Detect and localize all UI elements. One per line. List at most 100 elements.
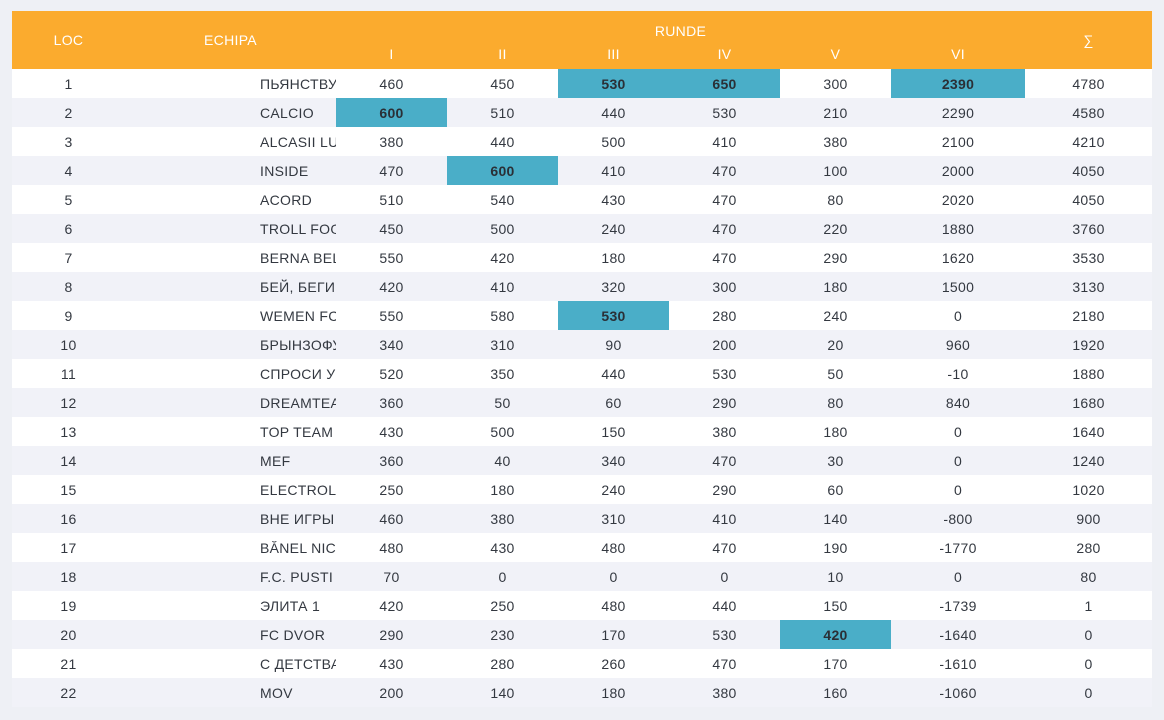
round-score-cell: 520 (336, 359, 447, 388)
total-score-cell: 0 (1025, 678, 1152, 707)
round-score-cell: 470 (669, 446, 780, 475)
round-score-cell: 470 (669, 214, 780, 243)
round-score-cell: 100 (780, 156, 891, 185)
header-rounds-group: RUNDE (336, 11, 1025, 39)
round-score-cell: 0 (891, 562, 1025, 591)
round-score-cell: 530 (669, 98, 780, 127)
round-score-cell: 140 (447, 678, 558, 707)
round-score-cell: 1500 (891, 272, 1025, 301)
team-name-cell: ACORD (125, 185, 336, 214)
header-round-3[interactable]: III (558, 39, 669, 69)
round-score-cell: 470 (669, 185, 780, 214)
table-row[interactable]: 2 CALCIO 600 510 440 530 210 2290 4580 (12, 98, 1152, 127)
table-row[interactable]: 19 ЭЛИТА 1 420 250 480 440 150 -1739 1 (12, 591, 1152, 620)
round-score-cell: 170 (780, 649, 891, 678)
team-name-cell: БЕЙ, БЕГИ (125, 272, 336, 301)
table-row[interactable]: 21С ДЕТСТВА ЗА ТОТТ...430280260470170-16… (12, 649, 1152, 678)
round-score-cell: 290 (669, 388, 780, 417)
table-row[interactable]: 5 ACORD 510 540 430 470 80 2020 4050 (12, 185, 1152, 214)
total-score-cell: 1920 (1025, 330, 1152, 359)
team-name-cell: ПЬЯНСТВУ BOYZ (125, 69, 336, 98)
header-team[interactable]: ECHIPA (125, 11, 336, 69)
round-score-cell: 290 (336, 620, 447, 649)
round-best-score-cell: 600 (336, 98, 447, 127)
table-row[interactable]: 12DREAMTEAM3605060290808401680 (12, 388, 1152, 417)
header-round-2[interactable]: II (447, 39, 558, 69)
round-score-cell: 150 (780, 591, 891, 620)
round-score-cell: 430 (336, 649, 447, 678)
table-row[interactable]: 20 FC DVOR 290 230 170 530 420 -1640 0 (12, 620, 1152, 649)
round-score-cell: 180 (558, 678, 669, 707)
round-score-cell: 0 (891, 417, 1025, 446)
rank-cell: 14 (12, 446, 125, 475)
round-score-cell: 470 (669, 156, 780, 185)
header-sum[interactable]: ∑ (1025, 11, 1152, 69)
round-score-cell: 960 (891, 330, 1025, 359)
table-row[interactable]: 14 MEF 360 40 340 470 30 0 1240 (12, 446, 1152, 475)
round-score-cell: 50 (780, 359, 891, 388)
total-score-cell: 4580 (1025, 98, 1152, 127)
rank-cell: 19 (12, 591, 125, 620)
round-score-cell: 60 (558, 388, 669, 417)
round-score-cell: 80 (780, 185, 891, 214)
total-score-cell: 0 (1025, 649, 1152, 678)
table-row[interactable]: 22 MOV 200 140 180 380 160 -1060 0 (12, 678, 1152, 707)
table-row[interactable]: 15ELECTROLUX2501802402906001020 (12, 475, 1152, 504)
team-name-cell: BĂNEL NICOLIȚA (125, 533, 336, 562)
round-score-cell: 380 (336, 127, 447, 156)
table-row[interactable]: 16 ВНЕ ИГРЫ 460 380 310 410 140 -800 900 (12, 504, 1152, 533)
standings-table: LOC ECHIPA RUNDE ∑ I II III IV V VI 1 ПЬЯ… (12, 11, 1152, 707)
team-name-cell: CALCIO (125, 98, 336, 127)
rank-cell: 7 (12, 243, 125, 272)
rank-cell: 21 (12, 649, 125, 678)
round-score-cell: 180 (558, 243, 669, 272)
total-score-cell: 4210 (1025, 127, 1152, 156)
team-name-cell: MEF (125, 446, 336, 475)
header-round-6[interactable]: VI (891, 39, 1025, 69)
round-score-cell: 310 (447, 330, 558, 359)
rank-cell: 15 (12, 475, 125, 504)
round-score-cell: 320 (558, 272, 669, 301)
round-score-cell: 80 (780, 388, 891, 417)
table-row[interactable]: 10БРЫНЗОФУТЫ34031090200209601920 (12, 330, 1152, 359)
rank-cell: 18 (12, 562, 125, 591)
round-score-cell: 480 (336, 533, 447, 562)
header-round-5[interactable]: V (780, 39, 891, 69)
round-score-cell: 40 (447, 446, 558, 475)
table-row[interactable]: 8 БЕЙ, БЕГИ 420 410 320 300 180 1500 3130 (12, 272, 1152, 301)
round-score-cell: 530 (669, 359, 780, 388)
header-round-1[interactable]: I (336, 39, 447, 69)
total-score-cell: 3130 (1025, 272, 1152, 301)
header-round-4[interactable]: IV (669, 39, 780, 69)
team-name-cell: FC DVOR (125, 620, 336, 649)
round-score-cell: 280 (669, 301, 780, 330)
table-row[interactable]: 9 WEMEN FC 550 580 530 280 240 0 2180 (12, 301, 1152, 330)
table-row[interactable]: 4 INSIDE 470 600 410 470 100 2000 4050 (12, 156, 1152, 185)
round-score-cell: 290 (669, 475, 780, 504)
round-score-cell: -1640 (891, 620, 1025, 649)
rank-cell: 16 (12, 504, 125, 533)
round-score-cell: -1739 (891, 591, 1025, 620)
round-score-cell: 420 (336, 591, 447, 620)
round-score-cell: 300 (780, 69, 891, 98)
total-score-cell: 0 (1025, 620, 1152, 649)
round-score-cell: 580 (447, 301, 558, 330)
round-score-cell: 440 (447, 127, 558, 156)
table-row[interactable]: 18F.C. PUSTI GOVORIAT7000010080 (12, 562, 1152, 591)
round-score-cell: 10 (780, 562, 891, 591)
table-header: LOC ECHIPA RUNDE ∑ I II III IV V VI (12, 11, 1152, 69)
header-loc[interactable]: LOC (12, 11, 125, 69)
team-name-cell: ВНЕ ИГРЫ (125, 504, 336, 533)
round-score-cell: 240 (558, 214, 669, 243)
table-row[interactable]: 13 TOP TEAM 430 500 150 380 180 0 1640 (12, 417, 1152, 446)
round-score-cell: 240 (780, 301, 891, 330)
round-score-cell: 350 (447, 359, 558, 388)
round-score-cell: 550 (336, 301, 447, 330)
